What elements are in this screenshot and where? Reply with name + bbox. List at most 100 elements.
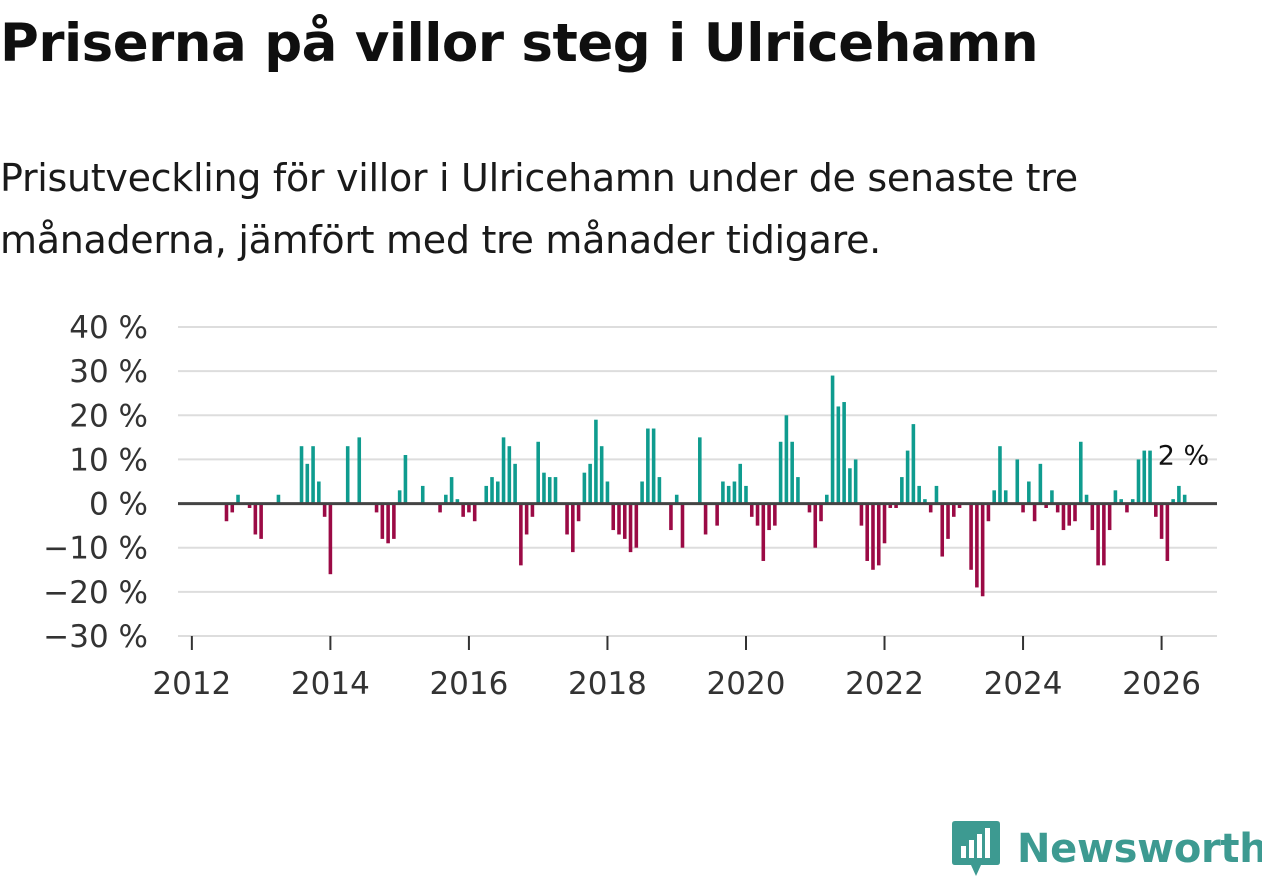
bar bbox=[224, 503, 229, 522]
bar bbox=[1182, 494, 1187, 504]
bar bbox=[859, 503, 864, 526]
bar bbox=[998, 446, 1002, 504]
bar bbox=[952, 503, 956, 517]
brand-name: Newsworthy bbox=[1017, 826, 1262, 872]
y-tick-label: 0 % bbox=[89, 487, 148, 523]
bar bbox=[732, 481, 737, 504]
bar bbox=[1061, 503, 1066, 531]
bar bbox=[1067, 503, 1072, 526]
bar bbox=[374, 503, 379, 513]
bar bbox=[865, 503, 869, 561]
bar bbox=[542, 472, 546, 504]
bar bbox=[565, 503, 569, 535]
x-axis-tick-labels: 2012 2014 2016 2018 2020 2022 2024 2026 bbox=[152, 636, 1201, 702]
bar bbox=[519, 503, 523, 566]
bar bbox=[703, 503, 708, 535]
newsworthy-logo-icon bbox=[952, 821, 1000, 876]
bar bbox=[599, 446, 604, 504]
bar bbox=[934, 485, 939, 504]
bar bbox=[646, 428, 650, 504]
bar bbox=[299, 446, 304, 504]
bar bbox=[928, 503, 933, 513]
bar bbox=[1055, 503, 1060, 513]
x-tick-label: 2016 bbox=[429, 666, 508, 702]
bar bbox=[755, 503, 760, 526]
bar bbox=[622, 503, 627, 539]
bar bbox=[1084, 494, 1089, 504]
bar bbox=[986, 503, 991, 522]
bar bbox=[380, 503, 385, 539]
bar bbox=[253, 503, 258, 535]
bar bbox=[744, 485, 748, 504]
bar bbox=[848, 468, 852, 504]
bar bbox=[1171, 499, 1175, 504]
bar bbox=[715, 503, 719, 526]
bar bbox=[588, 463, 592, 504]
bar bbox=[657, 477, 662, 504]
bar bbox=[819, 503, 823, 522]
bar bbox=[617, 503, 621, 535]
bar bbox=[957, 503, 962, 508]
bar bbox=[773, 503, 777, 526]
bar bbox=[842, 402, 846, 504]
bar bbox=[1038, 463, 1043, 504]
bar bbox=[501, 437, 506, 504]
y-tick-label: −30 % bbox=[43, 619, 148, 655]
bar bbox=[276, 494, 281, 504]
bar bbox=[680, 503, 685, 548]
bar bbox=[605, 481, 610, 504]
x-axis bbox=[178, 502, 1217, 637]
bar bbox=[328, 503, 333, 575]
bar bbox=[1119, 499, 1123, 504]
bar bbox=[467, 503, 471, 513]
bar bbox=[513, 463, 517, 504]
bar bbox=[698, 437, 702, 504]
last-value-label: 2 % bbox=[1158, 441, 1209, 472]
x-tick-label: 2024 bbox=[984, 666, 1063, 702]
bar bbox=[1027, 481, 1031, 504]
y-gridlines bbox=[178, 326, 1217, 637]
x-tick-label: 2012 bbox=[152, 666, 231, 702]
bar bbox=[582, 472, 587, 504]
bar bbox=[975, 503, 979, 588]
bar bbox=[1136, 459, 1141, 504]
bar bbox=[576, 503, 581, 522]
bar bbox=[992, 490, 996, 504]
bar bbox=[495, 481, 500, 504]
bar bbox=[634, 503, 639, 548]
bar bbox=[305, 463, 310, 504]
x-tick-label: 2018 bbox=[568, 666, 647, 702]
bar bbox=[640, 481, 644, 504]
subtitle-line-1: Prisutveckling för villor i Ulricehamn u… bbox=[0, 156, 1078, 200]
bar-series bbox=[224, 375, 1187, 597]
bar bbox=[853, 459, 858, 504]
bar bbox=[1177, 485, 1181, 504]
bar bbox=[472, 503, 477, 522]
bar bbox=[1165, 503, 1170, 561]
bar bbox=[444, 494, 448, 504]
bar bbox=[357, 437, 362, 504]
bar bbox=[1021, 503, 1025, 513]
bar bbox=[830, 375, 835, 504]
bar bbox=[813, 503, 818, 548]
x-tick-label: 2014 bbox=[291, 666, 370, 702]
bar bbox=[507, 446, 512, 504]
bar bbox=[784, 415, 789, 504]
bar bbox=[1003, 490, 1008, 504]
chart-title: Priserna på villor steg i Ulricehamn bbox=[0, 13, 1039, 74]
bar bbox=[1073, 503, 1077, 522]
bar bbox=[1107, 503, 1112, 531]
bar bbox=[1154, 503, 1158, 517]
bar bbox=[571, 503, 575, 553]
bar bbox=[796, 477, 800, 504]
bar bbox=[1015, 459, 1020, 504]
bar bbox=[674, 494, 679, 504]
y-tick-label: 10 % bbox=[69, 442, 148, 478]
bar bbox=[530, 503, 535, 517]
bar bbox=[553, 477, 558, 504]
bar bbox=[594, 419, 598, 504]
bar bbox=[900, 477, 904, 504]
bar bbox=[761, 503, 766, 561]
bar bbox=[882, 503, 887, 544]
